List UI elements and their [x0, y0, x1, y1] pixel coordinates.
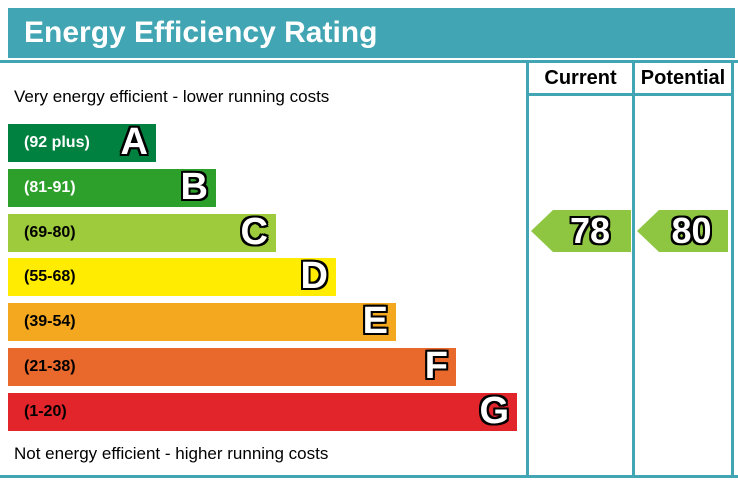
- band-range-label: (81-91): [24, 179, 76, 196]
- potential-rating-value: 80: [671, 210, 712, 251]
- band-bar-d: (55-68) D: [8, 255, 336, 298]
- band-letter: B: [180, 166, 208, 209]
- band-letter: D: [300, 255, 328, 298]
- band-bar-e: (39-54) E: [8, 300, 396, 343]
- band-range-label: (21-38): [24, 358, 76, 375]
- band-range-label: (69-80): [24, 224, 76, 241]
- current-rating-arrow: 78: [531, 210, 631, 252]
- potential-column-header: Potential: [640, 67, 726, 89]
- page-title: Energy Efficiency Rating: [24, 16, 378, 49]
- table-border-right: [731, 60, 734, 478]
- band-range-label: (92 plus): [24, 134, 90, 151]
- band-bar-c: (69-80) C: [8, 211, 276, 254]
- band-range-label: (1-20): [24, 403, 67, 420]
- column-divider-left: [526, 60, 529, 478]
- band-bar-f: (21-38) F: [8, 345, 456, 388]
- band-letter: G: [479, 390, 509, 433]
- column-divider-middle: [632, 60, 635, 478]
- band-range-label: (55-68): [24, 268, 76, 285]
- band-bar-g: (1-20) G: [8, 390, 517, 433]
- title-bar: Energy Efficiency Rating: [8, 8, 735, 58]
- top-note: Very energy efficient - lower running co…: [14, 87, 330, 106]
- band-range-label: (39-54): [24, 313, 76, 330]
- potential-rating-arrow: 80: [637, 210, 728, 252]
- band-bar-b: (81-91) B: [8, 166, 216, 209]
- band-letter: A: [120, 121, 148, 164]
- band-letter: E: [362, 300, 388, 343]
- current-rating-value: 78: [569, 210, 611, 251]
- band-letter: F: [424, 345, 448, 388]
- current-column-header: Current: [544, 67, 617, 89]
- table-border-top: [0, 60, 738, 63]
- band-bar-a: (92 plus) A: [8, 121, 156, 164]
- bottom-note: Not energy efficient - higher running co…: [14, 444, 329, 463]
- header-underline: [526, 93, 734, 96]
- table-border-bottom: [0, 475, 738, 478]
- band-letter: C: [240, 211, 268, 254]
